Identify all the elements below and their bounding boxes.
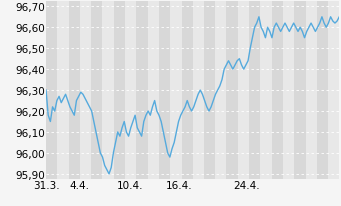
Bar (328, 2, 339, 179)
Bar (294, 2, 306, 179)
Bar (69, 2, 80, 179)
Bar (271, 2, 283, 179)
Bar (46, 2, 57, 179)
Bar (181, 2, 193, 179)
Bar (193, 2, 204, 179)
Bar (102, 2, 114, 179)
Bar (283, 2, 294, 179)
Bar (148, 2, 159, 179)
Bar (159, 2, 170, 179)
Bar (238, 2, 249, 179)
Bar (80, 2, 91, 179)
Bar (226, 2, 238, 179)
Bar (215, 2, 226, 179)
Bar (249, 2, 261, 179)
Bar (317, 2, 328, 179)
Bar (91, 2, 102, 179)
Bar (136, 2, 148, 179)
Bar (170, 2, 181, 179)
Bar (261, 2, 271, 179)
Bar (114, 2, 125, 179)
Bar (204, 2, 215, 179)
Bar (125, 2, 136, 179)
Bar (57, 2, 69, 179)
Bar (306, 2, 317, 179)
